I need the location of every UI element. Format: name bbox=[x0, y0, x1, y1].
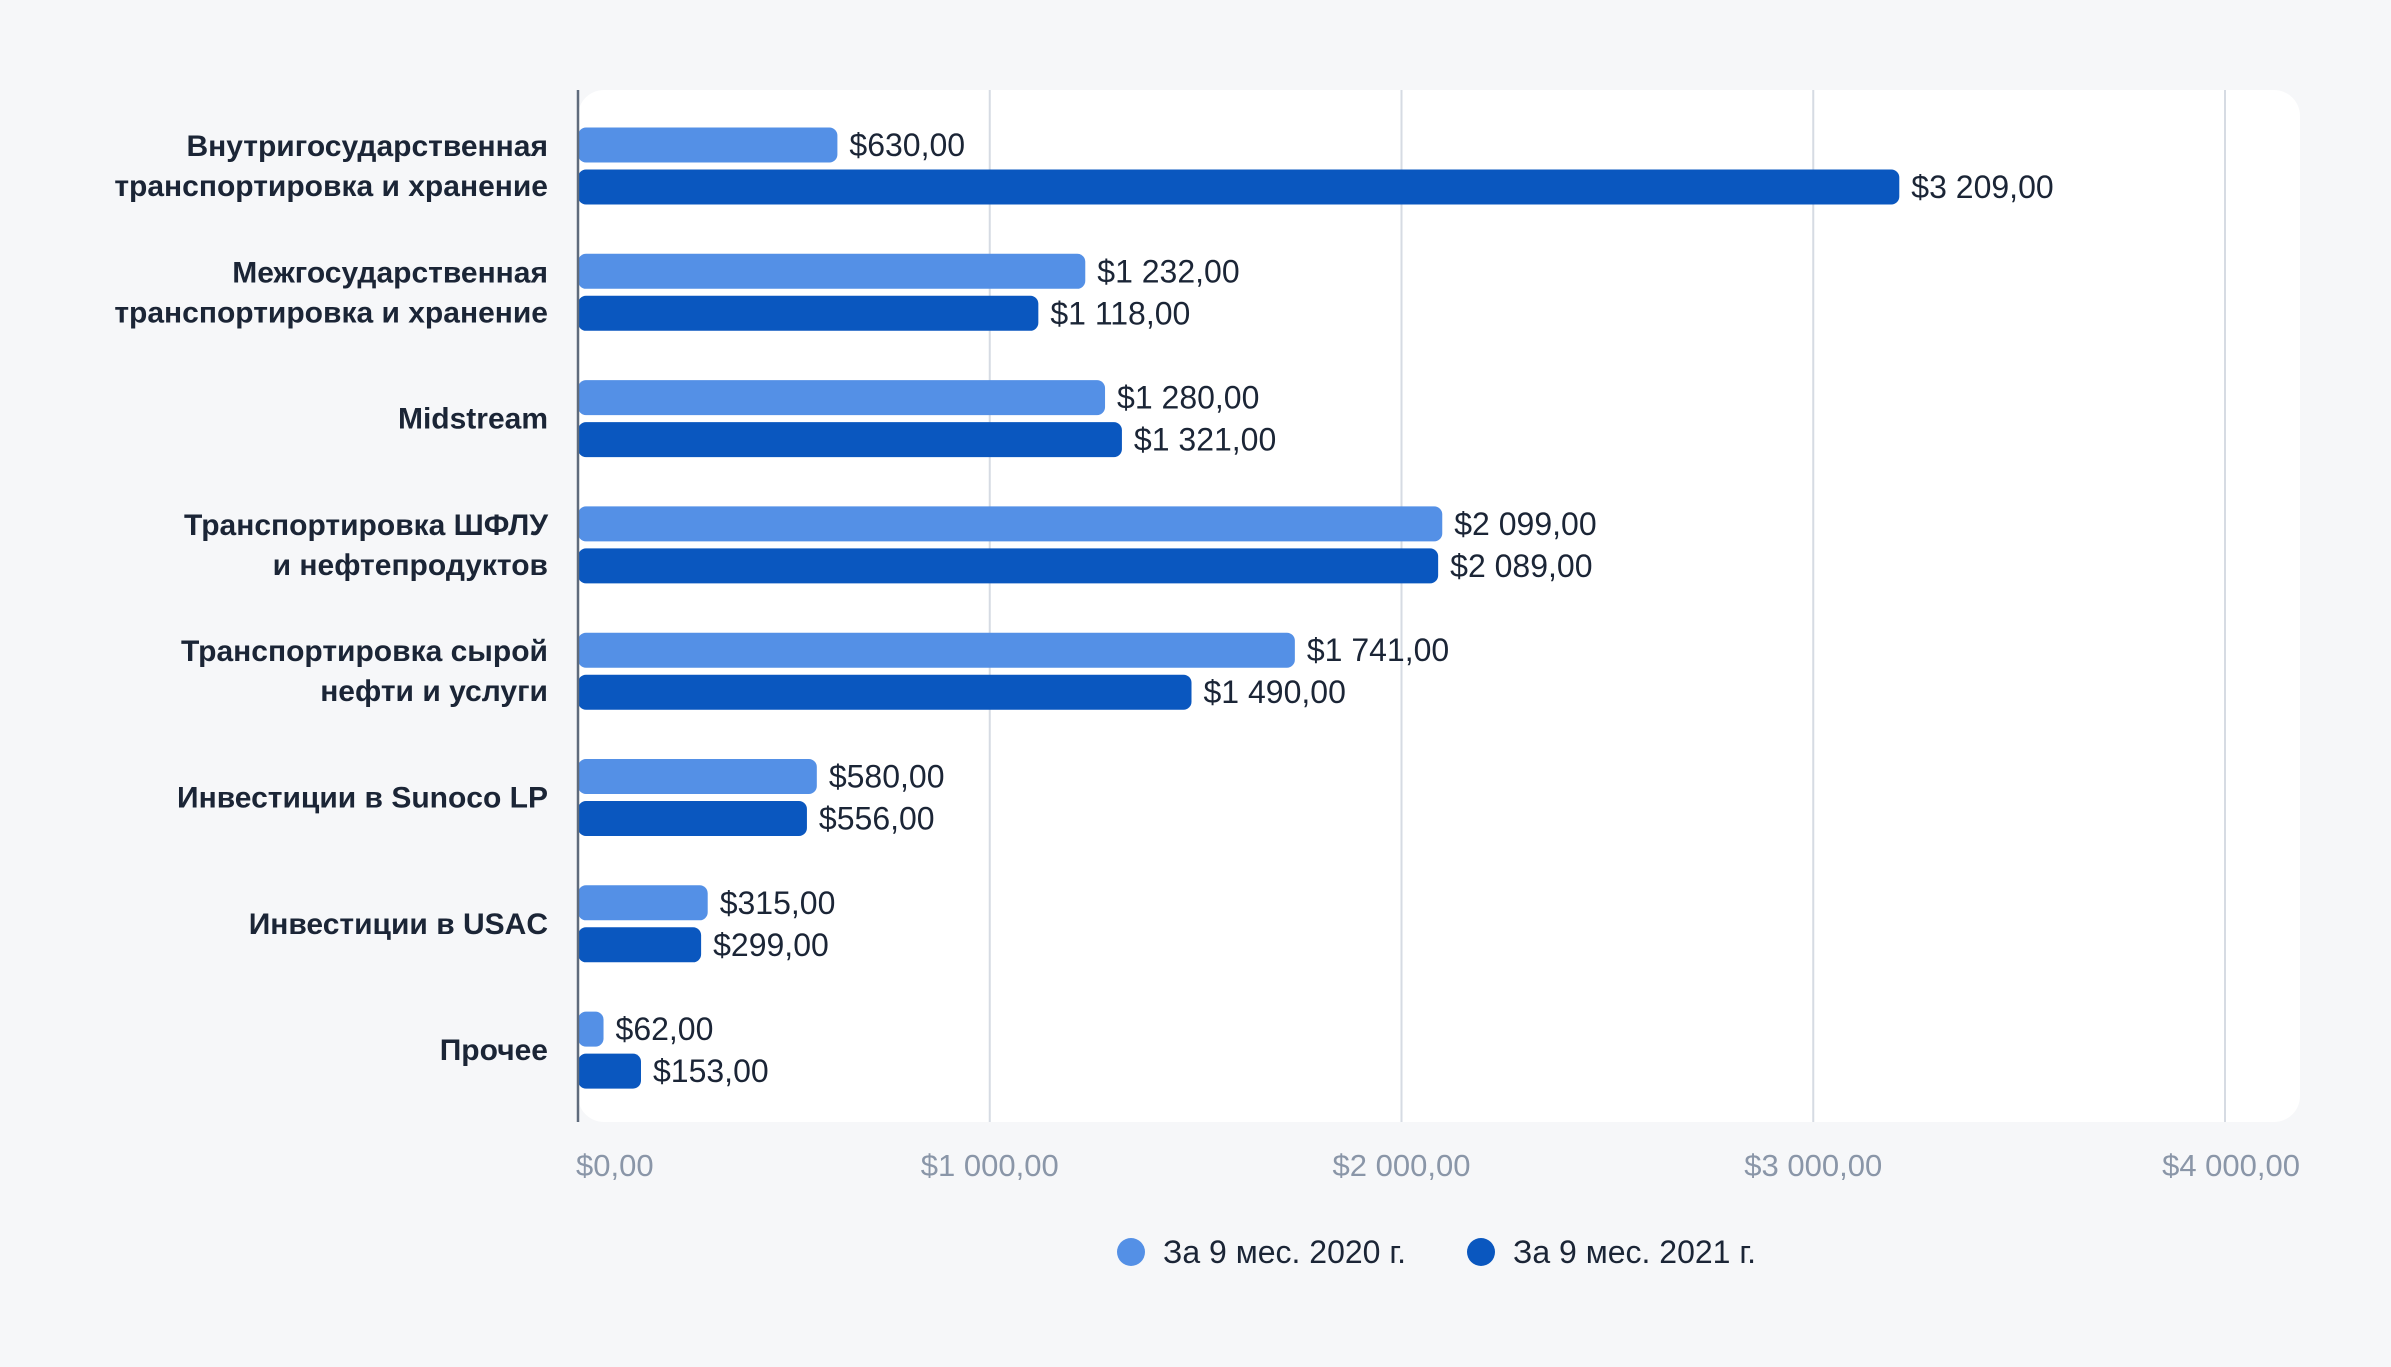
plot-panel bbox=[578, 90, 2300, 1122]
bar-2021 bbox=[578, 927, 702, 963]
category-label: и нефтепродуктов bbox=[273, 549, 548, 582]
bar-value-label: $1 280,00 bbox=[1117, 380, 1259, 416]
bar-2021 bbox=[578, 169, 1900, 205]
bar-value-label: $1 321,00 bbox=[1134, 422, 1276, 458]
category-label: Транспортировка ШФЛУ bbox=[184, 509, 548, 542]
x-tick-label: $3 000,00 bbox=[1744, 1148, 1882, 1183]
x-tick-label: $1 000,00 bbox=[921, 1148, 1059, 1183]
bar-2020 bbox=[578, 1011, 604, 1047]
bar-value-label: $630,00 bbox=[849, 127, 965, 163]
bar-2020 bbox=[578, 885, 708, 921]
legend-marker bbox=[1467, 1238, 1495, 1266]
bar-value-label: $3 209,00 bbox=[1911, 169, 2053, 205]
x-tick-label: $0,00 bbox=[576, 1148, 654, 1183]
bar-2021 bbox=[578, 422, 1122, 458]
category-label: Инвестиции в Sunoco LP bbox=[177, 782, 548, 815]
bar-value-label: $1 118,00 bbox=[1050, 295, 1190, 331]
bar-value-label: $580,00 bbox=[829, 759, 945, 795]
bar-2021 bbox=[578, 1053, 641, 1089]
category-label: Внутригосударственная bbox=[186, 130, 548, 163]
bar-2020 bbox=[578, 632, 1295, 668]
bar-2021 bbox=[578, 674, 1192, 710]
category-label: транспортировка и хранение bbox=[114, 170, 548, 203]
x-tick-label: $2 000,00 bbox=[1333, 1148, 1471, 1183]
category-label: Транспортировка сырой bbox=[181, 635, 548, 668]
bar-value-label: $556,00 bbox=[819, 801, 935, 837]
bar-2020 bbox=[578, 253, 1086, 289]
bar-value-label: $2 099,00 bbox=[1454, 506, 1596, 542]
legend-label: За 9 мес. 2021 г. bbox=[1513, 1234, 1756, 1270]
category-label: транспортировка и хранение bbox=[114, 296, 548, 329]
bar-value-label: $299,00 bbox=[713, 927, 829, 963]
bar-2020 bbox=[578, 759, 817, 794]
bar-value-label: $1 490,00 bbox=[1204, 674, 1346, 710]
x-tick-label: $4 000,00 bbox=[2162, 1148, 2300, 1183]
bar-2020 bbox=[578, 127, 838, 163]
bar-value-label: $2 089,00 bbox=[1450, 548, 1592, 584]
bar-2021 bbox=[578, 295, 1039, 331]
category-label: Прочее bbox=[440, 1034, 548, 1067]
bar-value-label: $1 741,00 bbox=[1307, 632, 1449, 668]
bar-value-label: $153,00 bbox=[653, 1053, 769, 1089]
bar-2020 bbox=[578, 506, 1443, 542]
category-label: Межгосударственная bbox=[232, 256, 548, 289]
category-label: нефти и услуги bbox=[320, 675, 548, 708]
bar-2020 bbox=[578, 380, 1106, 416]
bar-value-label: $62,00 bbox=[616, 1011, 714, 1047]
legend-marker bbox=[1117, 1238, 1145, 1266]
bar-2021 bbox=[578, 548, 1439, 584]
category-label: Midstream bbox=[398, 403, 548, 436]
bar-value-label: $315,00 bbox=[720, 885, 836, 921]
category-label: Инвестиции в USAC bbox=[249, 908, 548, 941]
bar-2021 bbox=[578, 801, 807, 836]
bar-value-label: $1 232,00 bbox=[1097, 253, 1239, 289]
legend-label: За 9 мес. 2020 г. bbox=[1163, 1234, 1406, 1270]
